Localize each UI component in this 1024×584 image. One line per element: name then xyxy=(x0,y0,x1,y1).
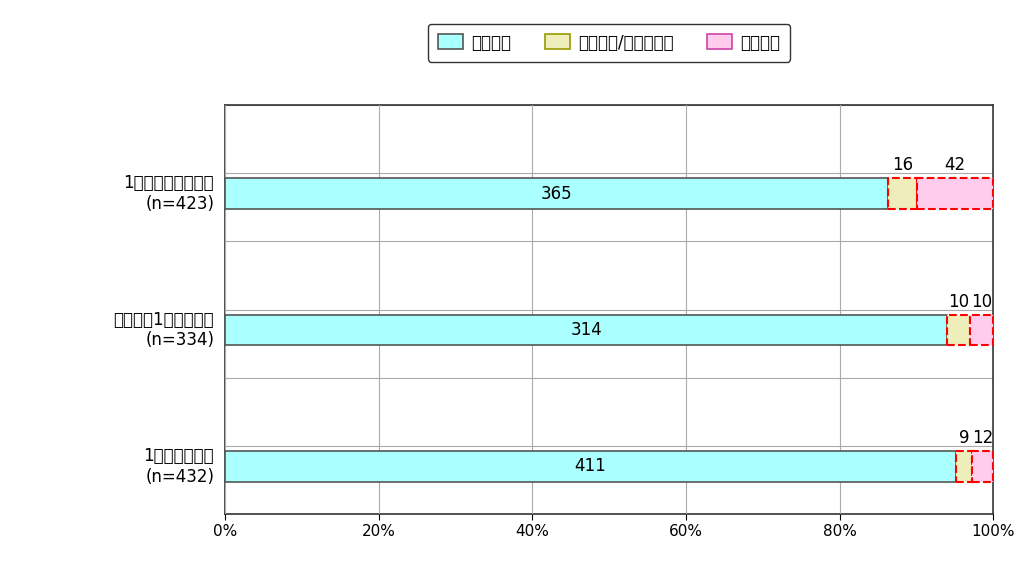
Bar xyxy=(225,178,888,209)
Text: 10: 10 xyxy=(948,293,970,311)
Text: 12: 12 xyxy=(972,429,993,447)
Text: 16: 16 xyxy=(892,157,913,174)
Bar xyxy=(225,451,956,482)
Text: 365: 365 xyxy=(541,185,572,203)
Legend: 正常動作, 電池切れ/故障を表示, 動作せず: 正常動作, 電池切れ/故障を表示, 動作せず xyxy=(428,23,791,61)
Text: 42: 42 xyxy=(944,157,966,174)
Bar xyxy=(956,451,972,482)
Bar xyxy=(888,178,918,209)
Text: 10: 10 xyxy=(971,293,992,311)
Bar xyxy=(225,315,947,345)
Text: 9: 9 xyxy=(958,429,969,447)
Bar xyxy=(947,315,971,345)
Text: 411: 411 xyxy=(574,457,606,475)
Bar xyxy=(971,315,993,345)
Bar xyxy=(918,178,993,209)
Bar xyxy=(972,451,993,482)
Text: 314: 314 xyxy=(570,321,602,339)
